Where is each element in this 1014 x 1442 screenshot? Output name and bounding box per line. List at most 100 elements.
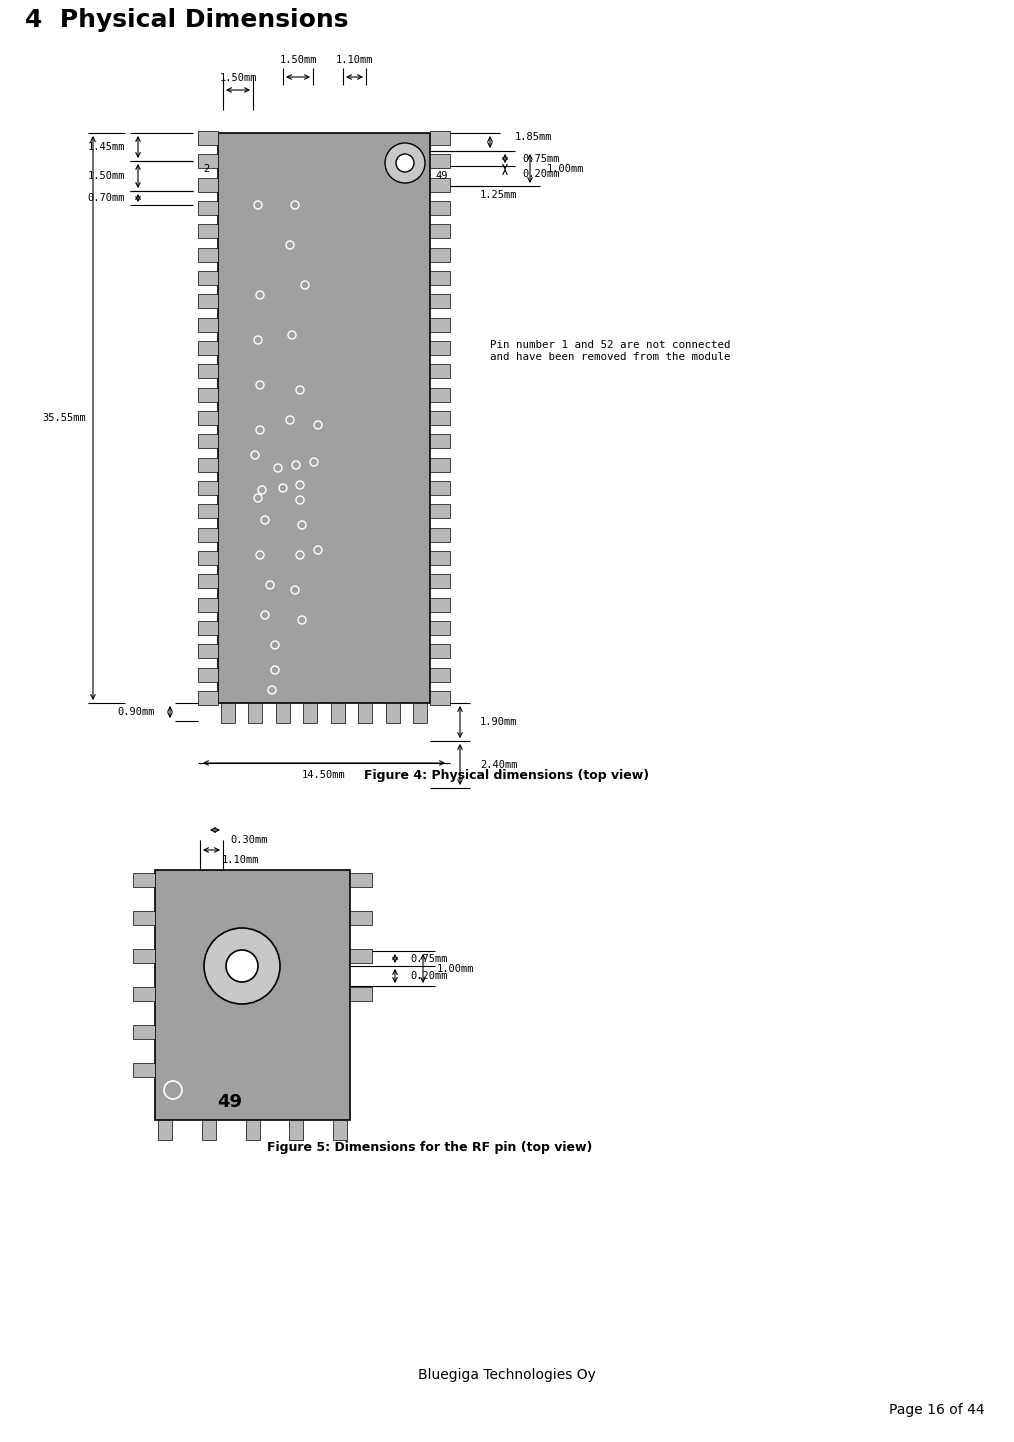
Text: 0.70mm: 0.70mm (87, 193, 125, 203)
Bar (202, 1120, 216, 1141)
Bar (289, 1120, 303, 1141)
Bar (430, 505, 450, 518)
Bar (333, 1120, 347, 1141)
Bar (198, 365, 218, 378)
Bar (133, 911, 155, 924)
Text: 0.75mm: 0.75mm (522, 153, 560, 163)
Bar (331, 704, 345, 722)
Bar (350, 949, 372, 963)
Text: 1.90mm: 1.90mm (480, 717, 517, 727)
Bar (430, 154, 450, 169)
Bar (430, 668, 450, 682)
Bar (198, 154, 218, 169)
Text: 1.45mm: 1.45mm (87, 141, 125, 151)
Bar (430, 574, 450, 588)
Circle shape (396, 154, 414, 172)
Bar (198, 294, 218, 309)
Bar (221, 704, 235, 722)
Bar (198, 177, 218, 192)
Bar (430, 340, 450, 355)
Text: 35.55mm: 35.55mm (43, 412, 86, 423)
Text: 1.25mm: 1.25mm (480, 190, 517, 200)
Text: 0.90mm: 0.90mm (118, 707, 155, 717)
Text: 1.10mm: 1.10mm (221, 855, 259, 865)
Text: 14.50mm: 14.50mm (302, 770, 346, 780)
Bar (198, 597, 218, 611)
Bar (430, 597, 450, 611)
Bar (198, 131, 218, 146)
Bar (430, 691, 450, 705)
Circle shape (204, 929, 280, 1004)
Text: 0.75mm: 0.75mm (410, 953, 447, 963)
Bar (133, 949, 155, 963)
Bar (218, 133, 430, 704)
Bar (198, 317, 218, 332)
Bar (430, 131, 450, 146)
Text: Pin number 1 and 52 are not connected
and have been removed from the module: Pin number 1 and 52 are not connected an… (490, 340, 730, 362)
Bar (198, 248, 218, 261)
Bar (430, 225, 450, 238)
Bar (430, 482, 450, 495)
Bar (385, 704, 400, 722)
Bar (198, 225, 218, 238)
Bar (430, 248, 450, 261)
Bar (430, 317, 450, 332)
Text: 0.20mm: 0.20mm (410, 970, 447, 981)
Text: 1.50mm: 1.50mm (219, 74, 257, 84)
Bar (198, 434, 218, 448)
Text: 49: 49 (217, 1093, 242, 1110)
Bar (198, 457, 218, 472)
Bar (430, 200, 450, 215)
Bar (430, 177, 450, 192)
Bar (198, 340, 218, 355)
Bar (133, 1063, 155, 1077)
Bar (198, 691, 218, 705)
Bar (198, 200, 218, 215)
Text: 1.10mm: 1.10mm (336, 55, 373, 65)
Bar (133, 986, 155, 1001)
Bar (198, 645, 218, 659)
Bar (276, 704, 290, 722)
Bar (430, 645, 450, 659)
Bar (198, 271, 218, 286)
Bar (198, 528, 218, 542)
Bar (430, 365, 450, 378)
Text: 0.30mm: 0.30mm (230, 835, 268, 845)
Text: Figure 5: Dimensions for the RF pin (top view): Figure 5: Dimensions for the RF pin (top… (268, 1142, 593, 1155)
Text: 1.00mm: 1.00mm (547, 163, 584, 173)
Bar (350, 872, 372, 887)
Text: Page 16 of 44: Page 16 of 44 (889, 1403, 985, 1417)
Text: 4  Physical Dimensions: 4 Physical Dimensions (25, 9, 349, 32)
Text: Bluegiga Technologies Oy: Bluegiga Technologies Oy (418, 1368, 596, 1381)
Bar (245, 1120, 260, 1141)
Text: 0.20mm: 0.20mm (522, 169, 560, 179)
Text: Figure 4: Physical dimensions (top view): Figure 4: Physical dimensions (top view) (364, 769, 650, 782)
Bar (198, 505, 218, 518)
Bar (358, 704, 372, 722)
Bar (430, 551, 450, 565)
Bar (198, 574, 218, 588)
Bar (430, 434, 450, 448)
Bar (430, 388, 450, 402)
Text: 1.50mm: 1.50mm (279, 55, 316, 65)
Bar (155, 870, 350, 1120)
Bar (158, 1120, 172, 1141)
Circle shape (385, 143, 425, 183)
Text: 1.50mm: 1.50mm (87, 172, 125, 182)
Bar (248, 704, 263, 722)
Bar (133, 1025, 155, 1040)
Text: 2.40mm: 2.40mm (480, 760, 517, 770)
Bar (133, 872, 155, 887)
Text: 49: 49 (435, 172, 447, 182)
Bar (350, 986, 372, 1001)
Bar (350, 911, 372, 924)
Bar (198, 388, 218, 402)
Bar (430, 622, 450, 634)
Bar (198, 551, 218, 565)
Bar (198, 668, 218, 682)
Text: 1.85mm: 1.85mm (515, 133, 553, 141)
Bar (198, 482, 218, 495)
Bar (430, 271, 450, 286)
Text: 2: 2 (203, 164, 209, 174)
Bar (430, 294, 450, 309)
